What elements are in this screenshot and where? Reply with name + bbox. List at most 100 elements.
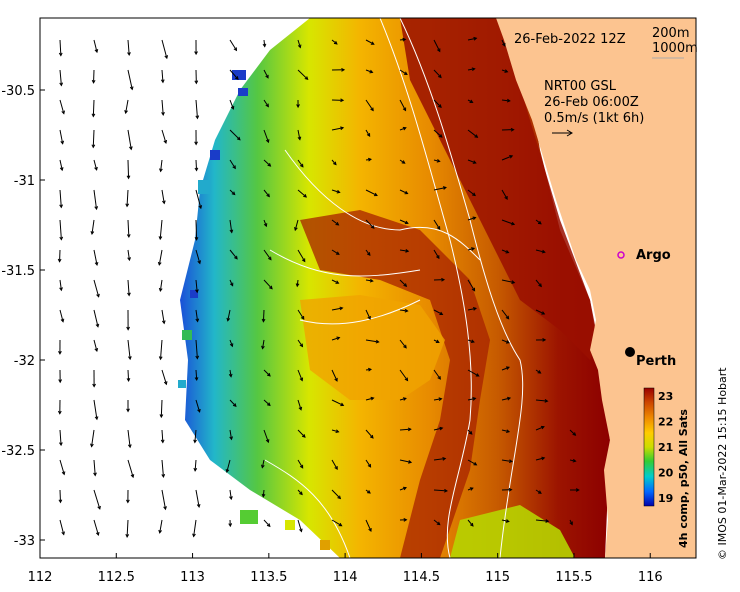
current-arrow (433, 398, 442, 401)
current-arrow-head (226, 317, 231, 322)
current-arrow-head (197, 408, 201, 413)
current-arrow-head (266, 523, 271, 528)
current-arrow (331, 249, 340, 255)
current-arrow (226, 459, 231, 473)
current-arrow-head (232, 403, 237, 408)
current-arrow-head (95, 531, 100, 537)
current-arrow (365, 189, 378, 196)
current-arrow (195, 219, 198, 240)
current-arrow-head (266, 193, 270, 198)
current-arrow-head (437, 375, 441, 380)
current-arrow (433, 219, 441, 230)
current-arrow-head (370, 41, 375, 45)
current-arrow-head (94, 166, 98, 171)
current-arrow (467, 247, 475, 251)
current-arrow (501, 189, 508, 200)
current-arrow (365, 429, 374, 439)
current-arrow (399, 189, 408, 195)
current-arrow-head (158, 287, 163, 292)
current-arrow (297, 39, 301, 48)
current-arrow (263, 279, 273, 290)
current-arrow (93, 159, 98, 170)
current-arrow-head (504, 69, 509, 73)
current-arrow (501, 339, 510, 344)
current-arrow-head (438, 134, 443, 138)
current-arrow-head (339, 306, 344, 311)
isobath-contours (264, 18, 524, 558)
current-arrow (331, 219, 339, 226)
current-arrow (195, 309, 199, 322)
lon-axis: 112 112.5 113 113.5 114 114.5 115 115.5 116 (28, 553, 663, 585)
current-arrow (194, 459, 197, 471)
current-vectors (57, 36, 580, 538)
current-arrow-head (405, 249, 410, 253)
current-arrow-head (90, 443, 94, 448)
current-arrow-head (436, 226, 441, 231)
lon-tick-label: 113 (180, 570, 205, 585)
current-arrow-head (508, 487, 513, 492)
current-arrow (59, 429, 62, 446)
current-arrow-head (160, 439, 165, 444)
current-arrow-head (542, 338, 547, 342)
current-arrow-head (228, 373, 233, 378)
current-arrow (263, 219, 267, 227)
current-arrow (297, 189, 307, 198)
current-arrow (229, 99, 234, 110)
colorbar-tick-label: 20 (658, 467, 674, 480)
current-arrow (365, 459, 371, 468)
current-arrow-head (268, 256, 272, 261)
current-arrow-head (438, 74, 442, 79)
current-arrow (535, 519, 549, 522)
current-arrow (91, 219, 95, 235)
current-arrow-head (402, 486, 407, 491)
current-arrow-head (544, 399, 549, 403)
current-arrow (535, 426, 545, 431)
current-arrow (127, 159, 130, 179)
current-arrow-head (403, 283, 408, 287)
current-arrow-head (335, 429, 340, 433)
current-arrow (331, 369, 338, 382)
current-arrow (92, 99, 95, 117)
current-arrow (501, 309, 510, 320)
current-arrow (399, 99, 407, 111)
current-arrow (467, 279, 476, 291)
current-arrow (59, 309, 64, 322)
current-arrow (127, 69, 133, 90)
current-arrow-head (59, 204, 63, 209)
current-arrow (331, 307, 343, 311)
current-arrow-head (58, 52, 63, 57)
current-arrow-head (340, 402, 345, 407)
current-arrow-head (403, 344, 407, 349)
current-arrow (158, 249, 163, 265)
perth-marker (625, 347, 635, 357)
current-arrow (194, 429, 197, 443)
current-arrow-head (444, 488, 448, 493)
current-arrow (59, 99, 65, 114)
current-arrow-head (367, 315, 371, 320)
current-arrow-head (475, 373, 480, 377)
current-arrow-head (367, 157, 372, 162)
current-arrow (161, 309, 165, 324)
current-arrow-head (91, 79, 96, 84)
lat-tick-label: -32.5 (1, 444, 35, 459)
current-arrow (297, 429, 306, 438)
current-arrow (161, 489, 166, 510)
current-arrow (263, 69, 269, 79)
current-arrow-head (402, 126, 407, 131)
current-arrow-head (195, 355, 200, 360)
current-arrow-head (94, 49, 99, 54)
current-arrow (159, 519, 163, 533)
current-arrow-head (59, 82, 64, 87)
current-arrow (229, 219, 233, 233)
current-arrow (91, 429, 95, 447)
current-arrow-head (90, 231, 95, 236)
current-arrow (59, 129, 64, 144)
green-coast-patch (450, 505, 575, 558)
current-arrow (229, 369, 232, 377)
current-arrow-head (130, 474, 135, 479)
current-arrow (59, 189, 62, 208)
current-arrow-head (263, 223, 268, 228)
current-arrow-head (474, 134, 479, 138)
current-arrow-head (194, 236, 199, 241)
current-arrow (331, 519, 342, 527)
